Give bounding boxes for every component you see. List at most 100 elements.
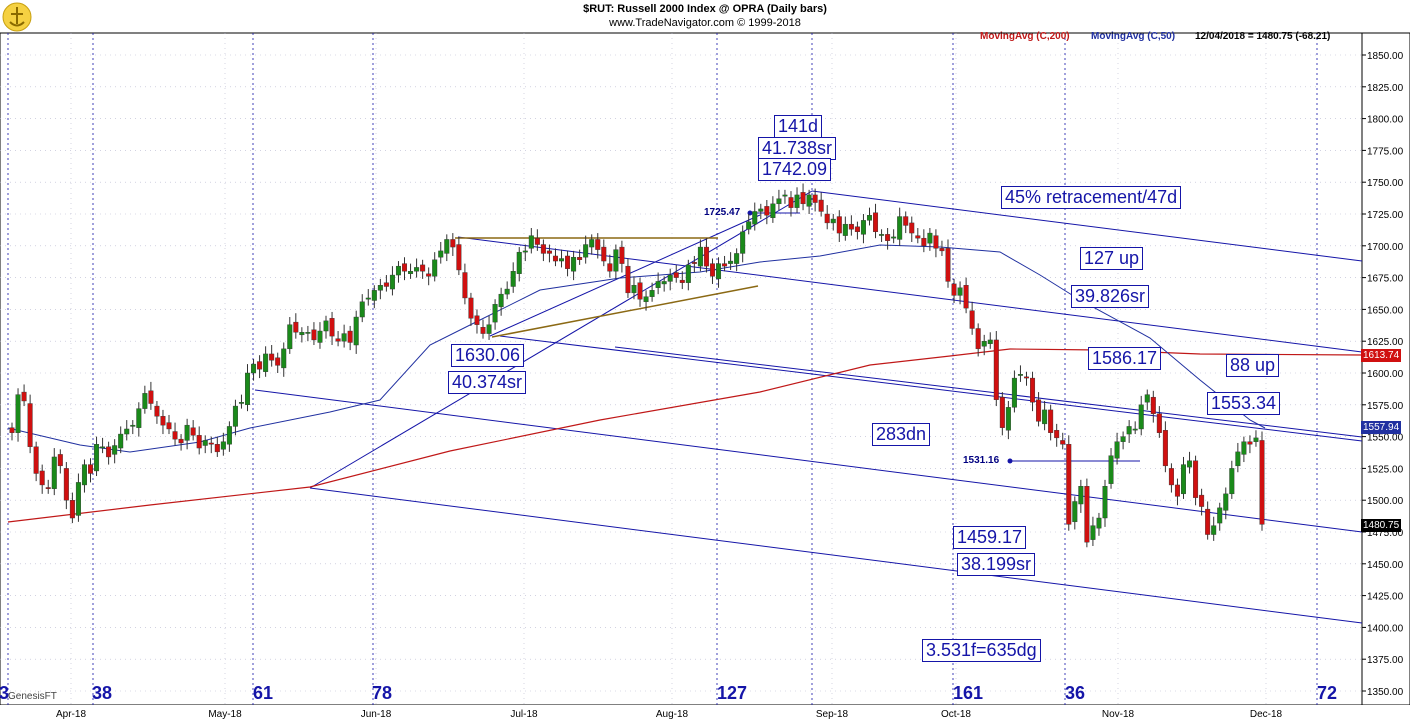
candle-body	[565, 255, 571, 269]
candle-body	[583, 244, 589, 258]
candle-body	[1259, 440, 1265, 525]
candle-body	[383, 282, 389, 287]
label-141d: 141d	[774, 115, 823, 138]
day-count-127: 127	[717, 683, 748, 703]
candle-body	[438, 250, 444, 258]
y-tick-label: 1775.00	[1367, 146, 1404, 157]
candle-body	[106, 446, 112, 458]
candle-body	[776, 198, 782, 205]
candle-body	[722, 263, 728, 267]
label-1742-09: 1742.09	[758, 158, 832, 181]
candle-body	[1223, 493, 1229, 511]
candle-body	[27, 403, 33, 447]
candle-body	[456, 244, 462, 271]
candle-body	[1174, 484, 1180, 497]
candle-body	[190, 427, 196, 436]
candle-body	[1217, 507, 1223, 524]
candle-body	[824, 213, 830, 224]
candle-body	[432, 259, 438, 277]
channel-line-1	[811, 190, 1363, 262]
candle-body	[552, 255, 558, 262]
label-40-374sr: 40.374sr	[448, 371, 527, 394]
label-41-738sr: 41.738sr	[758, 137, 837, 160]
label-3-531f: 3.531f=635dg	[922, 639, 1041, 662]
candle-body	[462, 272, 468, 299]
candle-body	[1247, 441, 1253, 445]
candle-body	[836, 216, 842, 234]
ma200-badge: 1613.74	[1361, 349, 1402, 362]
candle-body	[601, 246, 607, 262]
candle-body	[1199, 494, 1205, 507]
candle-body	[794, 194, 800, 208]
candle-body	[637, 282, 643, 300]
candle-body	[504, 288, 510, 295]
label-45-retracement: 45% retracement/47d	[1001, 186, 1182, 209]
candle-body	[752, 211, 758, 225]
candle-body	[818, 199, 824, 212]
candle-body	[166, 422, 172, 430]
y-tick-label: 1600.00	[1367, 369, 1404, 380]
candle-body	[510, 271, 516, 287]
candle-body	[728, 260, 734, 264]
y-tick-label: 1650.00	[1367, 305, 1404, 316]
candle-body	[703, 246, 709, 267]
candle-body	[571, 257, 577, 272]
label-127-up: 127 up	[1080, 247, 1144, 270]
y-tick-label: 1450.00	[1367, 560, 1404, 571]
label-38-199sr: 38.199sr	[957, 553, 1036, 576]
candle-body	[516, 251, 522, 274]
candle-body	[1054, 430, 1060, 439]
candle-body	[172, 431, 178, 440]
channel-line-2	[457, 236, 1363, 353]
candle-body	[112, 445, 118, 455]
candle-body	[1023, 376, 1029, 379]
low-marker-dot	[1007, 458, 1013, 464]
candle-body	[764, 206, 770, 216]
candle-body	[395, 265, 401, 276]
candle-body	[341, 333, 347, 342]
candle-body	[613, 249, 619, 272]
candle-body	[589, 239, 595, 248]
candle-body	[866, 215, 872, 221]
y-tick-label: 1400.00	[1367, 623, 1404, 634]
candle-body	[148, 390, 154, 404]
day-count-61: 61	[253, 683, 274, 703]
candle-body	[667, 274, 673, 282]
candle-body	[1120, 436, 1126, 442]
candle-body	[1066, 444, 1072, 525]
y-tick-label: 1750.00	[1367, 178, 1404, 189]
candle-body	[957, 287, 963, 296]
candle-body	[1205, 508, 1211, 535]
candle-body	[987, 339, 993, 344]
triangle-bottom	[491, 285, 759, 338]
candle-body	[45, 487, 51, 489]
candle-body	[649, 290, 655, 297]
candle-body	[335, 338, 341, 342]
candle-body	[1235, 451, 1241, 467]
y-axis: 1350.00 1375.00 1400.00 1425.00 1450.00 1475.…	[1362, 51, 1404, 698]
candle-body	[1036, 399, 1042, 422]
candle-body	[75, 482, 81, 516]
candle-body	[661, 281, 667, 285]
candle-body	[619, 246, 625, 264]
candle-body	[202, 440, 208, 446]
label-1459-17: 1459.17	[953, 526, 1027, 549]
y-tick-label: 1500.00	[1367, 496, 1404, 507]
y-tick-label: 1575.00	[1367, 401, 1404, 412]
y-tick-label: 1725.00	[1367, 210, 1404, 221]
candle-body	[1114, 441, 1120, 459]
candle-body	[716, 263, 722, 280]
x-tick-label: Sep-18	[816, 709, 849, 720]
x-tick-label: May-18	[208, 709, 242, 720]
candle-body	[1150, 396, 1156, 414]
candle-body	[528, 235, 534, 249]
channel-line-6	[309, 487, 1363, 624]
candle-body	[770, 203, 776, 219]
candle-body	[788, 197, 794, 208]
legend-ma50: MovingAvg (C,50)	[1091, 31, 1176, 42]
y-tick-label: 1675.00	[1367, 274, 1404, 285]
candle-body	[540, 244, 546, 254]
x-tick-label: Jul-18	[510, 709, 538, 720]
candle-body	[1193, 460, 1199, 498]
candle-body	[1078, 486, 1084, 505]
